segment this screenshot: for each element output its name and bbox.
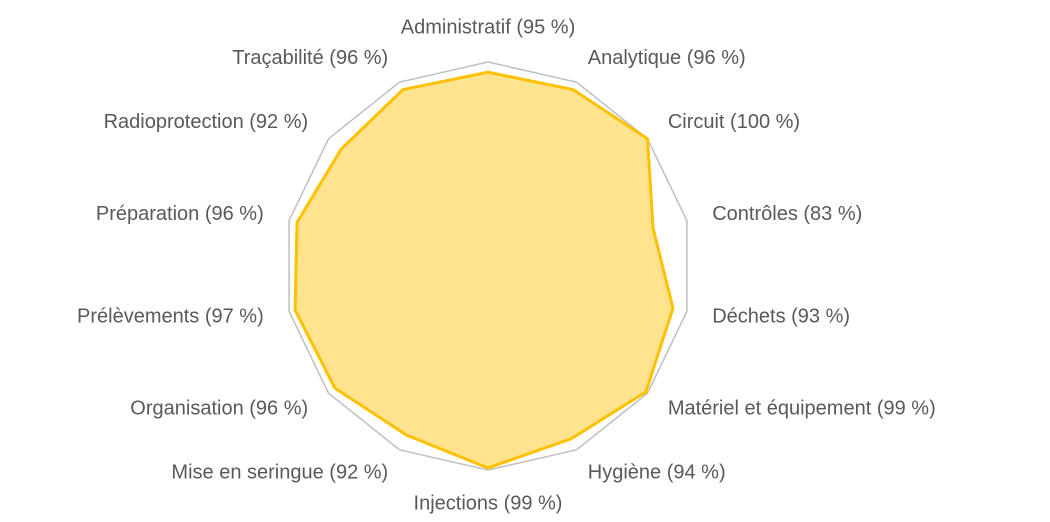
category-label: Injections (99 %): [414, 492, 563, 514]
category-label: Analytique (96 %): [588, 47, 746, 69]
category-label: Traçabilité (96 %): [232, 47, 388, 69]
category-label: Préparation (96 %): [96, 203, 264, 225]
category-label: Organisation (96 %): [130, 398, 308, 420]
category-label: Prélèvements (97 %): [77, 305, 264, 327]
category-label: Radioprotection (92 %): [104, 111, 309, 133]
category-label: Matériel et équipement (99 %): [668, 398, 936, 420]
grid-ring: [288, 61, 688, 471]
category-label: Contrôles (83 %): [712, 203, 862, 225]
category-label: Déchets (93 %): [712, 305, 850, 327]
radar-area: [293, 70, 675, 470]
category-label: Circuit (100 %): [668, 111, 800, 133]
category-label: Hygiène (94 %): [588, 462, 726, 484]
category-label: Mise en seringue (92 %): [171, 462, 388, 484]
category-label: Administratif (95 %): [401, 16, 576, 38]
